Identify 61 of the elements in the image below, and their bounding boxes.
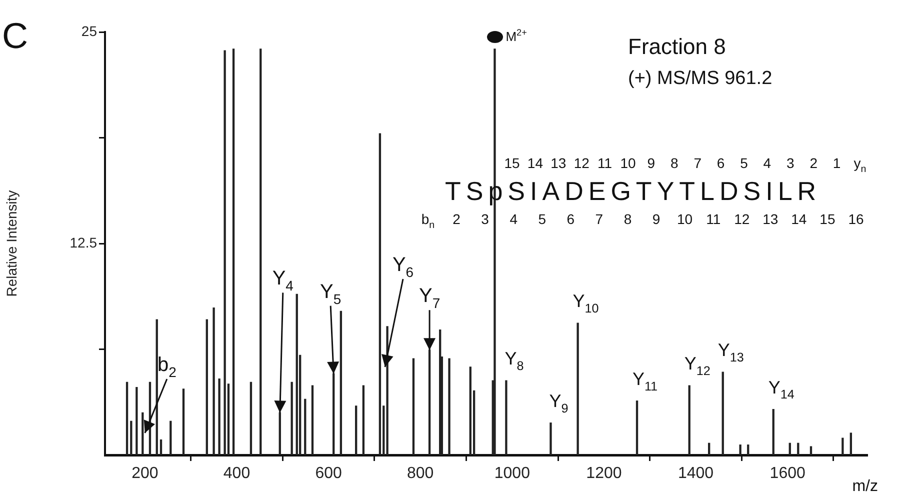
bar	[232, 48, 235, 455]
bar	[688, 385, 690, 455]
bar	[810, 446, 812, 455]
bar	[412, 358, 415, 455]
bar	[170, 420, 172, 455]
bar	[130, 420, 132, 455]
bar	[772, 408, 774, 455]
y-tick-label: 12.5	[70, 234, 98, 250]
x-tick-label: 1200	[586, 465, 622, 482]
bar	[636, 400, 638, 455]
bar	[747, 444, 750, 455]
y-tick-label: 25	[81, 22, 98, 39]
bar	[505, 380, 508, 455]
bar	[278, 412, 281, 455]
chart-title: Fraction 8	[628, 34, 726, 59]
x-tick-label: 1400	[678, 465, 714, 482]
bar	[142, 412, 144, 455]
bar	[722, 372, 724, 455]
x-tick-label: 600	[315, 465, 342, 482]
x-tick-label: 1600	[770, 465, 806, 482]
bar	[182, 388, 185, 455]
bar	[428, 350, 431, 455]
bar	[212, 307, 215, 455]
bar	[304, 398, 306, 455]
bar	[469, 366, 472, 455]
bar	[224, 50, 226, 455]
bar	[311, 385, 314, 455]
x-tick-label: 200	[132, 465, 158, 482]
bar	[378, 133, 382, 455]
bar	[218, 378, 220, 455]
bar	[290, 382, 293, 455]
x-axis-title: m/z	[852, 478, 878, 495]
bar	[160, 439, 162, 455]
bar	[355, 406, 358, 455]
bar	[576, 322, 579, 455]
bar	[250, 382, 252, 455]
y-axis-title: Relative Intensity	[3, 190, 20, 297]
bar	[797, 442, 800, 455]
x-tick-label: 1000	[494, 465, 530, 482]
bar	[788, 442, 791, 455]
bar	[260, 48, 262, 455]
bar	[439, 329, 442, 455]
bar	[296, 294, 298, 455]
bar	[708, 442, 710, 455]
bar	[362, 385, 365, 455]
bar	[332, 373, 335, 455]
bar	[136, 386, 138, 455]
bar	[206, 319, 208, 455]
bar	[550, 422, 552, 455]
bar	[340, 310, 342, 455]
bar	[156, 319, 158, 455]
x-tick-label: 800	[407, 465, 434, 482]
text: (+) MS/MS 961.2	[628, 68, 772, 89]
text: C	[2, 15, 28, 56]
bar	[739, 444, 742, 455]
bar	[126, 382, 128, 455]
bar	[386, 326, 388, 455]
bar	[850, 432, 852, 455]
x-tick-label: 400	[223, 465, 250, 482]
bar	[448, 358, 450, 455]
bar	[842, 438, 844, 455]
